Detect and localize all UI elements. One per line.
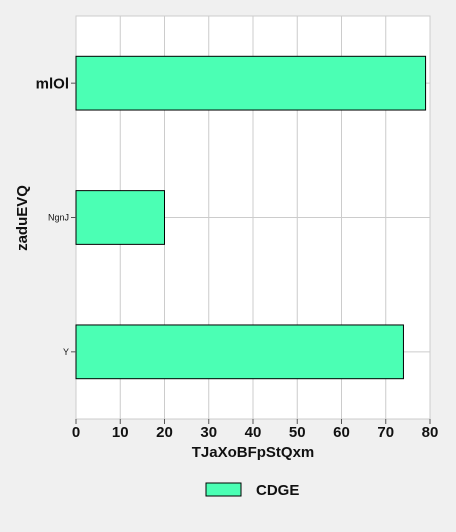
bar	[76, 325, 403, 379]
bar	[76, 191, 165, 245]
bar	[76, 56, 426, 110]
x-tick-label: 40	[245, 424, 262, 441]
x-tick-label: 10	[112, 424, 129, 441]
x-axis-title: TJaXoBFpStQxm	[192, 444, 315, 461]
x-tick-label: 70	[377, 424, 394, 441]
y-axis-title: zaduEVQ	[14, 185, 31, 251]
legend: CDGE	[206, 482, 299, 499]
y-axis-ticks: mlOl NgnJ Y	[36, 75, 76, 357]
y-tick-label: mlOl	[36, 75, 69, 92]
y-tick-label: Y	[63, 347, 69, 357]
x-tick-label: 60	[333, 424, 350, 441]
legend-label: CDGE	[256, 482, 299, 499]
x-tick-label: 20	[156, 424, 173, 441]
x-tick-label: 30	[200, 424, 217, 441]
x-tick-label: 50	[289, 424, 306, 441]
x-tick-label: 0	[72, 424, 80, 441]
legend-swatch	[206, 483, 241, 496]
x-axis-ticks: 0 10 20 30 40 50 60 70 80	[72, 419, 439, 441]
x-tick-label: 80	[422, 424, 439, 441]
y-tick-label: NgnJ	[48, 213, 69, 223]
